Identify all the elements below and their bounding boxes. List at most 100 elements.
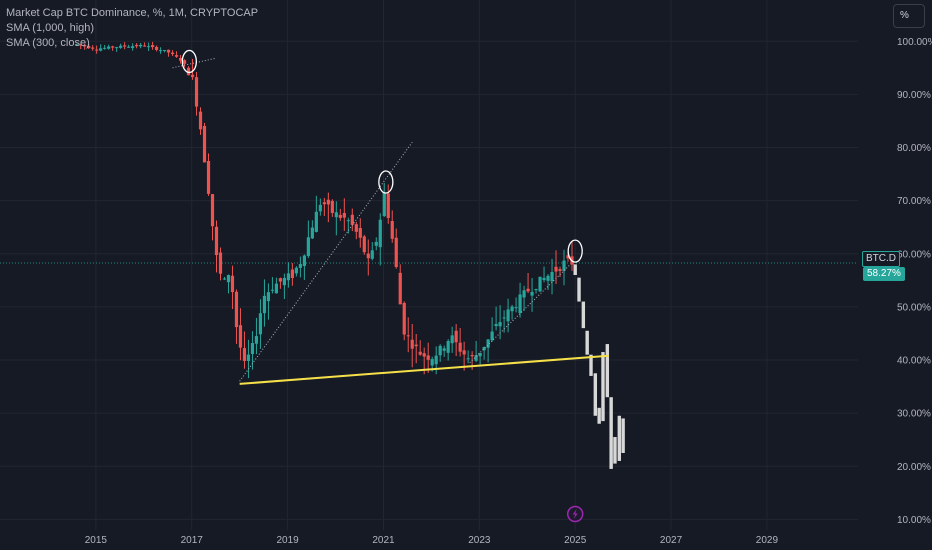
candle-body: [542, 277, 546, 281]
event-marker[interactable]: [566, 505, 584, 523]
candle-body: [490, 331, 494, 341]
dotted-trendline: [469, 264, 571, 364]
candle-body: [162, 50, 167, 52]
candle-body: [546, 275, 550, 281]
candle-body: [434, 355, 438, 365]
candle-body: [362, 236, 366, 253]
price-value-tag: 58.27%: [863, 267, 905, 281]
candle-body: [87, 45, 91, 48]
candle-body: [238, 325, 243, 348]
candle-body: [306, 237, 310, 257]
candle-body: [534, 289, 538, 291]
highlight-circle: [567, 239, 583, 263]
candle-body: [394, 237, 398, 268]
candle-body: [426, 355, 430, 360]
candle-body: [482, 347, 486, 351]
candle-body: [258, 313, 263, 335]
legend-indicator-sma-1000[interactable]: SMA (1,000, high): [6, 22, 95, 34]
candle-body: [322, 202, 326, 205]
candle-body: [234, 291, 239, 328]
candle-body: [398, 272, 402, 305]
projection-bar: [577, 277, 581, 302]
candle-body: [170, 52, 175, 55]
candle-body: [430, 359, 434, 366]
candle-body: [450, 335, 454, 344]
candle-body: [178, 58, 183, 61]
candle-body: [530, 291, 534, 296]
symbol-tag: BTC.D: [862, 251, 900, 267]
x-tick-label: 2015: [85, 535, 108, 546]
candle-body: [314, 211, 318, 232]
candle-body: [254, 336, 259, 344]
y-tick-label: 70.00%: [897, 196, 931, 207]
candle-body: [270, 289, 275, 291]
candle-body: [458, 342, 462, 352]
projection-bar: [585, 330, 589, 355]
candle-body: [119, 45, 123, 48]
candle-body: [131, 46, 135, 48]
candle-body: [214, 226, 219, 256]
projection-bar: [597, 407, 601, 424]
candle-body: [278, 278, 283, 282]
candle-body: [250, 343, 255, 355]
candle-body: [282, 277, 287, 286]
candle-body: [526, 288, 530, 292]
y-tick-label: 20.00%: [897, 462, 931, 473]
candle-body: [378, 219, 382, 248]
candle-body: [334, 212, 338, 218]
projection-bar: [601, 352, 605, 422]
candle-body: [226, 275, 231, 283]
legend-indicator-sma-300[interactable]: SMA (300, close): [6, 37, 90, 49]
candle-body: [99, 48, 103, 51]
projection-bar: [609, 397, 613, 469]
candle-body: [330, 200, 334, 213]
highlight-circle: [181, 49, 197, 74]
candle-body: [286, 273, 290, 281]
candle-body: [382, 193, 386, 217]
candle-body: [262, 295, 267, 314]
candle-body: [222, 278, 227, 280]
candle-body: [146, 46, 151, 48]
candle-body: [218, 252, 223, 274]
candle-body: [230, 275, 235, 293]
candle-body: [338, 214, 342, 218]
candle-body: [186, 67, 191, 76]
candle-body: [474, 355, 478, 361]
candle-body: [318, 204, 322, 212]
projection-bar: [593, 373, 598, 416]
candle-body: [79, 44, 83, 46]
candle-body: [446, 341, 450, 353]
percent-scale-button[interactable]: %: [893, 4, 925, 28]
candle-body: [558, 269, 562, 271]
candle-body: [438, 345, 442, 356]
candles: [75, 41, 574, 379]
support-trendline: [239, 354, 609, 385]
candle-body: [111, 46, 115, 48]
candle-body: [194, 77, 199, 107]
candle-body: [462, 350, 466, 355]
candle-body: [550, 272, 554, 282]
candle-body: [166, 49, 171, 53]
grid: [0, 0, 858, 530]
legend-title: Market Cap BTC Dominance, %, 1M, CRYPTOC…: [6, 7, 259, 19]
projection-bar: [573, 264, 577, 275]
x-tick-label: 2019: [276, 535, 299, 546]
candle-body: [506, 309, 510, 322]
candle-body: [494, 324, 498, 327]
candle-body: [274, 283, 279, 294]
y-tick-label: 30.00%: [897, 409, 931, 420]
candle-body: [75, 44, 79, 46]
x-tick-label: 2021: [372, 535, 395, 546]
candle-body: [182, 60, 187, 64]
candle-body: [83, 45, 87, 47]
candle-body: [158, 50, 163, 52]
candle-body: [518, 294, 522, 313]
x-axis: 2015 2017 2019 2021 2023 2025 2027 2029: [85, 535, 779, 546]
chart-legend: Market Cap BTC Dominance, %, 1M, CRYPTOC…: [6, 6, 258, 51]
candle-body: [422, 353, 426, 357]
candle-body: [358, 228, 362, 238]
candle-body: [498, 322, 502, 327]
candle-body: [366, 253, 370, 259]
projection-bar: [617, 415, 621, 461]
